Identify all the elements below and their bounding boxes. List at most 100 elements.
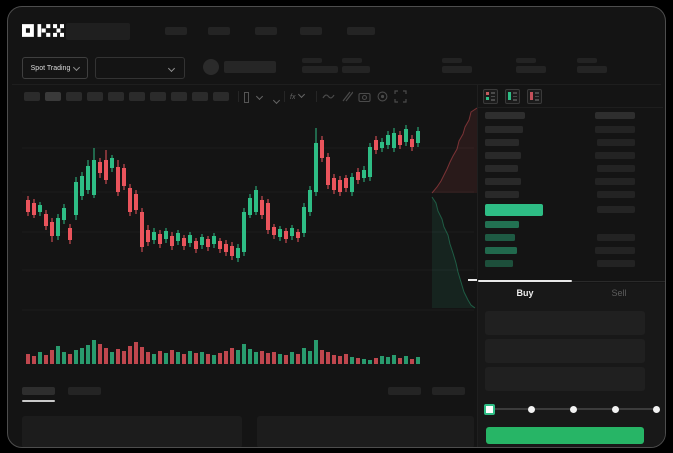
timeframe-button[interactable] xyxy=(150,92,166,101)
volume-bar xyxy=(368,360,372,364)
orderbook-view-bids-icon[interactable] xyxy=(505,89,520,104)
nav-item-placeholder[interactable] xyxy=(347,27,375,35)
volume-bar xyxy=(290,352,294,364)
orderbook-view-asks-icon[interactable] xyxy=(527,89,542,104)
volume-bar xyxy=(416,357,420,364)
timeframe-button[interactable] xyxy=(213,92,229,101)
ask-price-bar xyxy=(485,152,521,159)
volume-bar xyxy=(260,351,264,364)
timeframe-button[interactable] xyxy=(66,92,82,101)
candle-style-button[interactable] xyxy=(244,92,264,103)
timeframe-button[interactable] xyxy=(108,92,124,101)
submit-buy-button[interactable] xyxy=(486,427,644,444)
market-type-selector[interactable]: Spot Trading xyxy=(22,57,88,79)
ask-row[interactable] xyxy=(485,165,635,172)
ask-row[interactable] xyxy=(485,139,635,146)
tab-sell[interactable]: Sell xyxy=(572,288,665,298)
bid-row[interactable] xyxy=(485,260,635,267)
nav-item-placeholder[interactable] xyxy=(165,27,187,35)
volume-bar xyxy=(104,348,108,364)
total-input-placeholder[interactable] xyxy=(485,367,645,391)
price-input-placeholder[interactable] xyxy=(485,311,645,335)
volume-bar xyxy=(134,342,138,364)
timeframe-button[interactable] xyxy=(171,92,187,101)
ticker-stat-label xyxy=(577,58,597,63)
ticker-stat-value xyxy=(442,66,472,73)
volume-bar xyxy=(398,358,402,364)
nav-item-placeholder[interactable] xyxy=(255,27,277,35)
slider-step-dot[interactable] xyxy=(570,406,577,413)
orderbook-col-header-price xyxy=(485,112,525,119)
market-type-label: Spot Trading xyxy=(30,64,71,72)
nav-item-placeholder[interactable] xyxy=(300,27,322,35)
bid-amount-bar xyxy=(597,234,635,241)
volume-bar xyxy=(248,349,252,364)
volume-bar xyxy=(302,348,306,364)
volume-bar xyxy=(386,357,390,364)
timeframe-button[interactable] xyxy=(45,92,61,101)
ask-row[interactable] xyxy=(485,191,635,198)
ask-amount-bar xyxy=(595,178,635,185)
volume-bar xyxy=(128,346,132,364)
volume-bar xyxy=(56,346,60,364)
slider-step-dot[interactable] xyxy=(653,406,660,413)
volume-bar xyxy=(296,354,300,364)
volume-bar xyxy=(206,354,210,364)
bottom-action-placeholder[interactable] xyxy=(388,387,421,395)
header-search-placeholder[interactable] xyxy=(66,23,130,40)
volume-bar xyxy=(92,340,96,364)
line-tool-icon[interactable] xyxy=(322,90,335,103)
okx-logo[interactable] xyxy=(22,24,64,42)
bottom-tab-active[interactable] xyxy=(22,387,55,395)
orderbook-col-header-amount xyxy=(595,112,635,119)
amount-slider-handle[interactable] xyxy=(484,404,495,415)
ask-row[interactable] xyxy=(485,152,635,159)
camera-icon[interactable] xyxy=(358,90,371,103)
settings-icon[interactable] xyxy=(376,90,389,103)
timeframe-button[interactable] xyxy=(129,92,145,101)
volume-bar xyxy=(314,340,318,364)
bid-row[interactable] xyxy=(485,234,635,241)
ask-row[interactable] xyxy=(485,126,635,133)
pair-selector[interactable] xyxy=(95,57,185,79)
amount-input-placeholder[interactable] xyxy=(485,339,645,363)
bottom-tab[interactable] xyxy=(68,387,101,395)
bid-price-bar xyxy=(485,260,513,267)
interval-dropdown-button[interactable] xyxy=(270,92,282,105)
ask-row[interactable] xyxy=(485,178,635,185)
nav-item-placeholder[interactable] xyxy=(208,27,230,35)
bid-row[interactable] xyxy=(485,221,635,228)
orderbook-last-price[interactable] xyxy=(485,204,543,216)
volume-bar xyxy=(356,358,360,364)
candlestick-chart[interactable] xyxy=(7,6,666,448)
bid-row[interactable] xyxy=(485,247,635,254)
slider-step-dot[interactable] xyxy=(612,406,619,413)
volume-bar xyxy=(242,344,246,364)
orderbook-view-combined-icon[interactable] xyxy=(483,89,498,104)
orderbook-bids[interactable] xyxy=(485,221,635,273)
volume-bar xyxy=(266,353,270,364)
volume-bar xyxy=(80,348,84,364)
indicators-button[interactable]: fx xyxy=(290,90,312,102)
chevron-down-icon xyxy=(298,90,306,99)
timeframe-button[interactable] xyxy=(24,92,40,101)
ask-amount-bar xyxy=(597,165,635,172)
fullscreen-icon[interactable] xyxy=(394,90,407,103)
slider-step-dot[interactable] xyxy=(528,406,535,413)
timeframe-button[interactable] xyxy=(87,92,103,101)
timeframe-button[interactable] xyxy=(192,92,208,101)
volume-bar xyxy=(68,354,72,364)
bid-price-bar xyxy=(485,247,517,254)
bottom-action-placeholder[interactable] xyxy=(432,387,465,395)
volume-bar xyxy=(308,351,312,364)
volume-bar xyxy=(224,351,228,364)
ask-price-bar xyxy=(485,191,519,198)
toolbar-divider xyxy=(238,91,239,102)
orders-table-placeholder xyxy=(22,416,242,447)
volume-bar xyxy=(380,356,384,364)
tab-sell-label: Sell xyxy=(611,288,627,298)
draw-tool-icon[interactable] xyxy=(340,90,353,103)
orderbook-asks[interactable] xyxy=(485,126,635,204)
tab-buy[interactable]: Buy xyxy=(478,288,572,298)
volume-bar xyxy=(350,357,354,364)
